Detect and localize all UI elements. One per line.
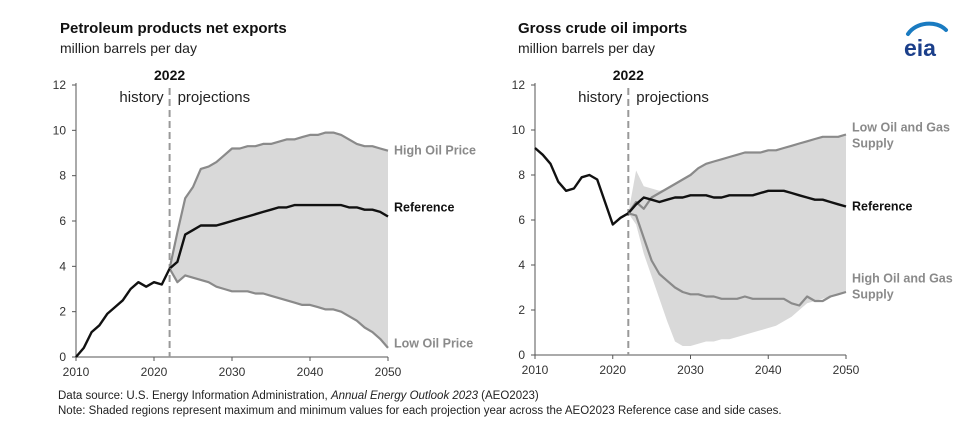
chart1-y-tick-label: 12 (512, 78, 526, 92)
chart-subtitle-right: million barrels per day (518, 40, 655, 56)
chart1-label-low-oil-and-gas-supply: Low Oil and Gas Supply (852, 121, 950, 151)
chart1-label-reference: Reference (852, 200, 912, 214)
chart-petroleum-net-exports: 0 2 4 6 8 10 12 2010 2020 2030 2040 2050 2022 history… (53, 67, 476, 379)
chart1-y-tick-label: 4 (518, 258, 525, 272)
data-source-note: Data source: U.S. Energy Information Adm… (58, 390, 539, 402)
chart0-series-high-oil-price (168, 131, 389, 269)
label-line: Reference (394, 200, 454, 214)
chart1-divider-year-label: 2022 (613, 67, 644, 83)
chart1-x-tick-label: 2040 (755, 363, 782, 377)
eia-logo-icon: eia (904, 21, 948, 61)
chart0-divider-year-label: 2022 (154, 67, 185, 83)
chart0-history-line (75, 268, 171, 358)
chart1-series-high-oil-and-gas-supply (628, 212, 847, 307)
chart1-series-low-oil-and-gas-supply (627, 133, 847, 214)
chart0-label-reference: Reference (394, 200, 454, 214)
chart0-projections-label: projections (178, 89, 251, 106)
chart0-y-tick-label: 12 (53, 78, 67, 92)
chart1-x-tick-label: 2050 (833, 363, 860, 377)
chart1-label-high-oil-and-gas-supply: High Oil and Gas Supply (852, 271, 953, 301)
chart0-history-label: history (119, 89, 164, 106)
chart-title-right: Gross crude oil imports (518, 20, 688, 37)
label-line: Supply (852, 287, 894, 301)
chart-subtitle-left: million barrels per day (60, 40, 197, 56)
chart0-range-band (169, 132, 388, 348)
label-line: High Oil Price (394, 144, 476, 158)
chart1-projections-label: projections (636, 89, 709, 106)
label-line: Reference (852, 200, 912, 214)
chart0-y-tick-label: 6 (59, 214, 66, 228)
chart0-x-tick-label: 2030 (219, 365, 246, 379)
chart0-x-tick-label: 2050 (375, 365, 402, 379)
chart0-y-tick-label: 8 (59, 169, 66, 183)
chart0-series-reference (168, 203, 389, 270)
label-line: Low Oil and Gas (852, 121, 950, 135)
chart0-series-low-oil-price (168, 268, 389, 349)
eia-logo: eia (900, 20, 950, 61)
chart1-x-tick-label: 2020 (599, 363, 626, 377)
chart-crude-oil-imports: 0 2 4 6 8 10 12 2010 2020 2030 2040 2050 2022 history… (512, 67, 953, 377)
eia-logo-text: eia (904, 35, 936, 60)
chart0-label-high-oil-price: High Oil Price (394, 144, 476, 158)
chart0-label-low-oil-price: Low Oil Price (394, 336, 473, 350)
chart0-x-tick-label: 2010 (63, 365, 90, 379)
label-line: Supply (852, 137, 894, 151)
chart1-y-tick-label: 6 (518, 213, 525, 227)
chart1-series-reference (627, 189, 847, 215)
chart1-x-tick-label: 2030 (677, 363, 704, 377)
label-line: High Oil and Gas (852, 271, 953, 285)
label-line: Low Oil Price (394, 336, 473, 350)
chart1-y-tick-label: 10 (512, 123, 526, 137)
chart0-y-tick-label: 2 (59, 305, 66, 319)
chart0-y-tick-label: 10 (53, 123, 67, 137)
chart0-x-tick-label: 2040 (297, 365, 324, 379)
chart1-y-tick-label: 8 (518, 168, 525, 182)
chart1-x-tick-label: 2010 (522, 363, 549, 377)
chart1-y-tick-label: 0 (518, 348, 525, 362)
chart0-y-tick-label: 4 (59, 259, 66, 273)
source-prefix: Data source: U.S. Energy Information Adm… (58, 390, 331, 402)
source-title: Annual Energy Outlook 2023 (330, 390, 478, 402)
chart-title-left: Petroleum products net exports (60, 20, 287, 37)
source-suffix: (AEO2023) (477, 390, 539, 402)
shading-note: Note: Shaded regions represent maximum a… (58, 405, 782, 417)
chart1-history-line (534, 147, 629, 226)
chart0-y-tick-label: 0 (59, 350, 66, 364)
chart0-x-tick-label: 2020 (141, 365, 168, 379)
chart1-y-tick-label: 2 (518, 303, 525, 317)
chart1-range-band (628, 134, 846, 346)
chart1-history-label: history (578, 89, 623, 106)
